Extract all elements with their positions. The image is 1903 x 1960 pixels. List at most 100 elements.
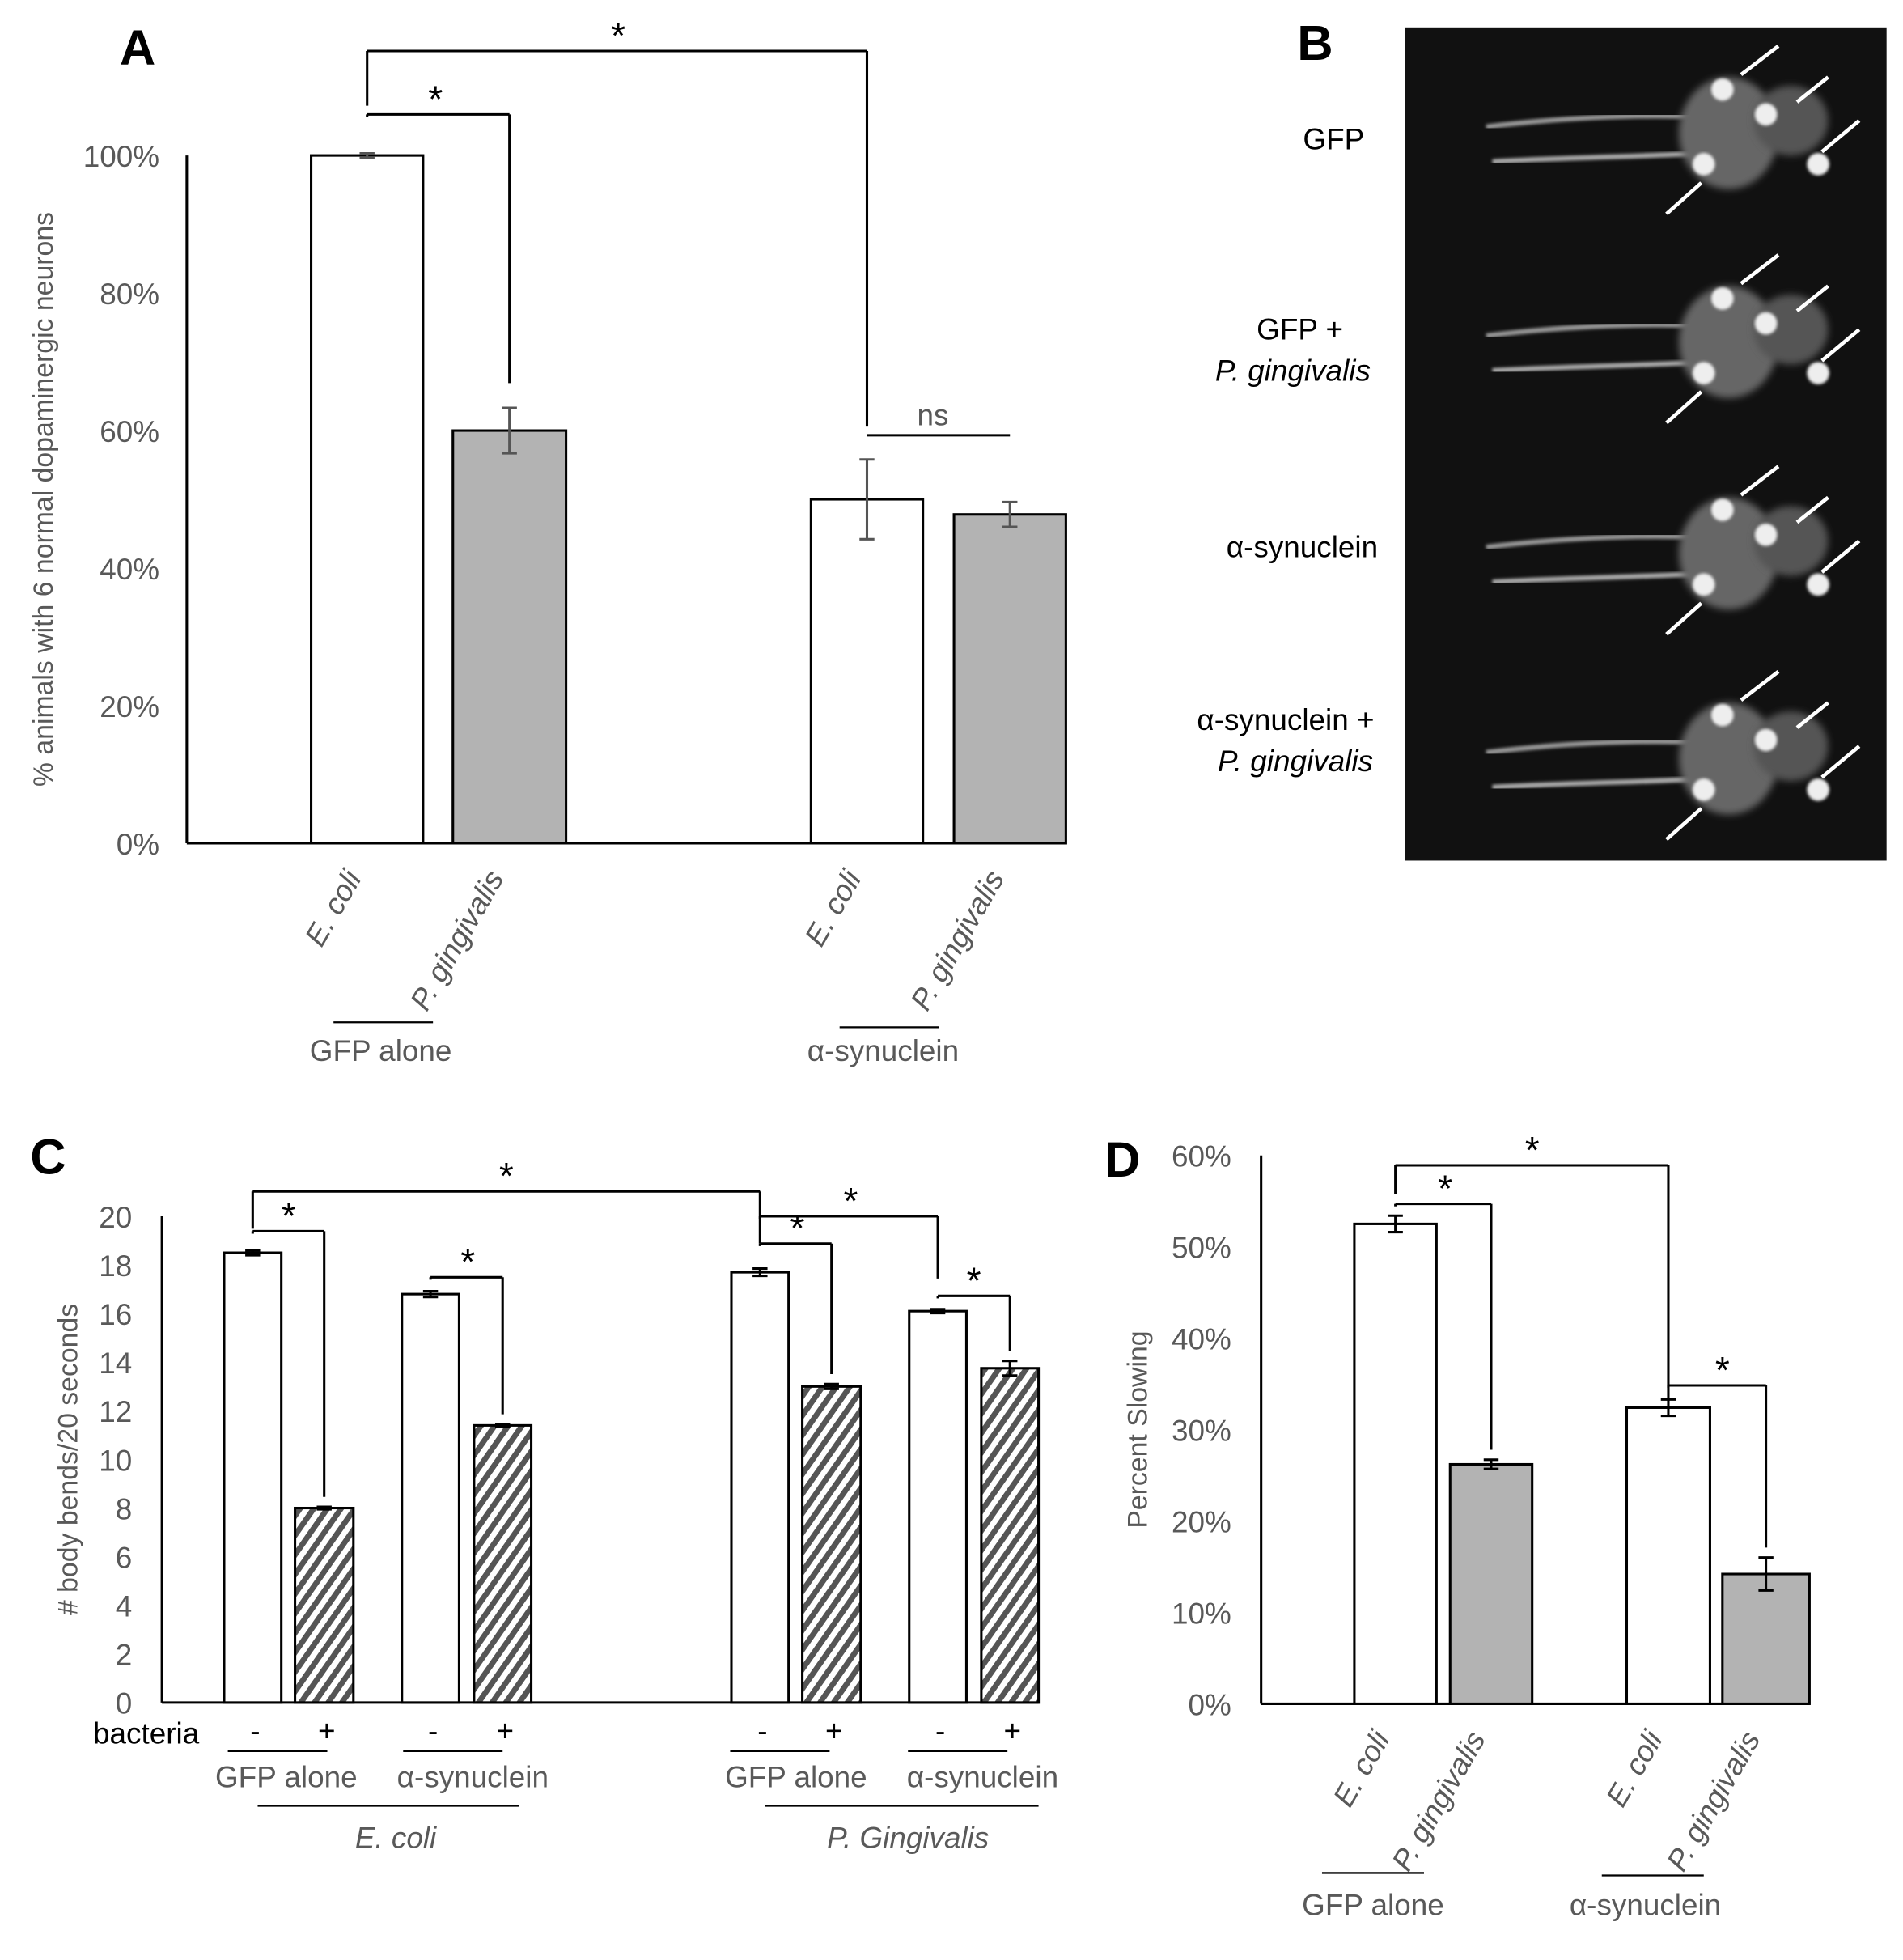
panel-b-label: α-synuclein <box>1227 530 1378 563</box>
significance-label: * <box>844 1180 858 1222</box>
arrow-icon <box>1795 701 1829 729</box>
bacteria-sign: - <box>757 1715 767 1748</box>
error-bar <box>1758 1556 1774 1592</box>
significance-label: * <box>282 1194 296 1237</box>
bacteria-sign: - <box>250 1715 260 1748</box>
head-region <box>1753 295 1829 365</box>
bar <box>401 1292 460 1704</box>
bar <box>1353 1222 1438 1705</box>
significance-bracket: * <box>366 78 511 384</box>
group-label: GFP alone <box>1302 1889 1444 1922</box>
neuron-cell-body <box>1710 287 1734 310</box>
y-tick-label: 16 <box>99 1298 132 1331</box>
subgroup-label: α-synuclein <box>397 1760 549 1793</box>
bar <box>908 1309 968 1704</box>
bar <box>1625 1406 1711 1705</box>
significance-label: * <box>1438 1168 1452 1210</box>
significance-bracket: * <box>936 1259 1011 1351</box>
significance-bracket: * <box>1667 1349 1768 1548</box>
y-tick-label: 40% <box>100 553 159 586</box>
bacteria-sign: + <box>497 1715 515 1748</box>
x-tick-label: E. coli <box>1327 1724 1397 1812</box>
neuron-cell-body <box>1754 103 1778 126</box>
chart-c: 0 2 4 6 8 10 12 14 16 18 20 # body bends/20 seconds… <box>53 1155 1058 1855</box>
bacteria-sign: + <box>318 1715 336 1748</box>
neuron-cell-body <box>1710 498 1734 521</box>
neuron-process <box>1486 533 1704 550</box>
y-tick-label: 8 <box>116 1492 133 1525</box>
error-bar <box>316 1505 332 1511</box>
significance-label: * <box>460 1241 475 1283</box>
bar <box>809 498 925 845</box>
neuron-process <box>1486 322 1704 338</box>
arrow-icon <box>1795 75 1829 104</box>
subgroup-label: α-synuclein <box>907 1760 1058 1793</box>
significance-bracket: * <box>366 15 869 427</box>
error-bar <box>494 1423 511 1428</box>
bar <box>451 429 568 845</box>
worm-image <box>1486 465 1861 636</box>
panel-b-label: GFP + <box>1257 313 1343 346</box>
y-tick-label: 80% <box>100 278 159 311</box>
bar <box>980 1367 1041 1704</box>
panel-b-label: P. gingivalis <box>1218 745 1373 778</box>
head-region <box>1753 711 1829 782</box>
panel-b-label: P. gingivalis <box>1215 354 1371 387</box>
head-region <box>1753 86 1829 156</box>
neuron-cell-body <box>1692 778 1715 801</box>
y-tick-label: 20% <box>100 690 159 723</box>
y-tick-label: 0 <box>116 1687 133 1720</box>
bacteria-sign: + <box>1004 1715 1022 1748</box>
y-tick-label: 18 <box>99 1249 132 1283</box>
worm-image <box>1486 253 1861 425</box>
chart-a: 0% 20% 40% 60% 80% 100% % animals with 6 norma… <box>28 15 1067 1067</box>
subgroup-label: GFP alone <box>215 1760 358 1793</box>
arrow-icon <box>1820 328 1861 363</box>
bar <box>473 1423 533 1704</box>
worm-image <box>1486 45 1861 216</box>
arrow-icon <box>1740 45 1780 77</box>
panel-label-a: A <box>120 20 155 76</box>
worm-image <box>1486 670 1861 842</box>
arrow-icon <box>1820 745 1861 779</box>
significance-label: * <box>611 15 625 57</box>
panel-b-label: GFP <box>1303 122 1364 155</box>
chart-d: 0% 10% 20% 30% 40% 50% 60% Percent Slowing * * * E.… <box>1122 1129 1811 1922</box>
bacteria-sign: + <box>825 1715 843 1748</box>
neuron-cell-body <box>1692 153 1715 176</box>
y-tick-label: 0% <box>1188 1688 1231 1721</box>
arrow-icon <box>1665 181 1703 216</box>
bar <box>1721 1572 1811 1705</box>
y-axis-label: # body bends/20 seconds <box>53 1304 84 1615</box>
row-label-bacteria: bacteria <box>93 1717 200 1750</box>
micrograph-panel-b <box>1405 27 1887 861</box>
group-label: E. coli <box>355 1822 438 1855</box>
significance-label: * <box>790 1207 804 1249</box>
bar <box>1448 1462 1534 1705</box>
bar <box>310 154 425 845</box>
arrow-icon <box>1795 284 1829 313</box>
y-tick-label: 2 <box>116 1639 133 1672</box>
y-tick-label: 40% <box>1172 1322 1231 1355</box>
panel-b-label: α-synuclein + <box>1197 703 1374 736</box>
significance-bracket: * <box>251 1194 326 1497</box>
y-tick-label: 30% <box>1172 1414 1231 1447</box>
significance-bracket: * <box>1394 1168 1493 1450</box>
error-bar <box>859 458 875 541</box>
x-tick-label: E. coli <box>299 863 369 952</box>
y-tick-label: 20 <box>99 1201 132 1234</box>
panel-label-c: C <box>30 1130 66 1186</box>
y-tick-label: 4 <box>116 1590 133 1623</box>
significance-label: * <box>499 1155 514 1197</box>
arrow-icon <box>1795 495 1829 524</box>
x-tick-label: P. gingivalis <box>1385 1725 1492 1877</box>
significance-bracket: * <box>1394 1129 1670 1399</box>
error-bar <box>502 406 517 455</box>
y-tick-label: 12 <box>99 1395 132 1428</box>
error-bar <box>1388 1214 1403 1234</box>
error-bar <box>824 1382 839 1390</box>
bar <box>952 513 1067 845</box>
arrow-icon <box>1820 539 1861 574</box>
neuron-cell-body <box>1807 573 1829 596</box>
neuron-cell-body <box>1692 362 1715 384</box>
